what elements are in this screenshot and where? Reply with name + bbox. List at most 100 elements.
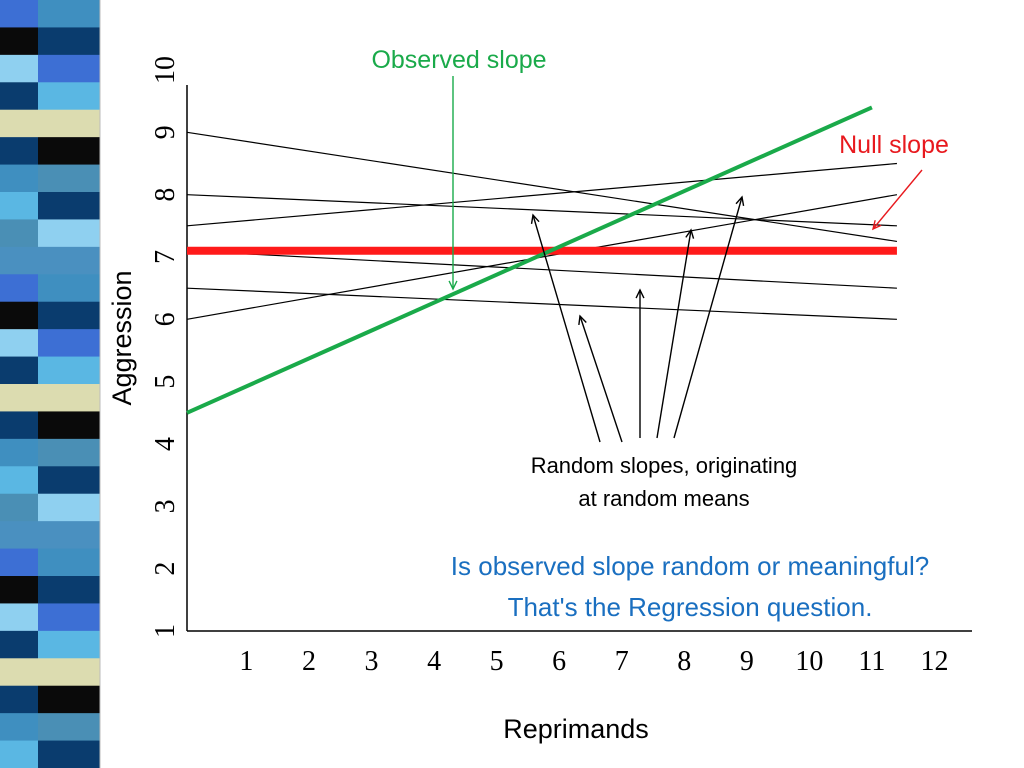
strip-block	[38, 603, 100, 632]
y-tick-label: 9	[150, 125, 181, 139]
x-tick-label: 2	[302, 646, 316, 677]
strip-block	[38, 630, 100, 660]
chart-axes	[186, 85, 972, 632]
strip-block	[38, 54, 100, 84]
random-slope-arrow-head	[635, 288, 645, 299]
x-tick-label: 9	[740, 646, 754, 677]
random-slope-line	[186, 131, 898, 243]
strip-block	[0, 82, 38, 111]
x-tick-label: 3	[365, 646, 379, 677]
strip-block	[38, 82, 100, 111]
strip-block	[38, 0, 100, 29]
x-tick-label: 6	[552, 646, 566, 677]
strip-block	[0, 109, 38, 139]
x-tick-label: 1	[239, 646, 253, 677]
x-tick-label: 11	[858, 646, 885, 677]
random-slopes-label-line2: at random means	[578, 486, 749, 511]
strip-block	[38, 548, 100, 577]
strip-block	[0, 685, 38, 715]
observed-slope-label: Observed slope	[371, 46, 546, 74]
strip-block	[38, 411, 100, 440]
strip-block	[0, 713, 38, 742]
x-tick-label: 7	[615, 646, 629, 677]
strip-block	[38, 164, 100, 193]
strip-block	[0, 603, 38, 632]
strip-block	[38, 466, 100, 495]
strip-block	[0, 740, 38, 768]
question-line1: Is observed slope random or meaningful?	[451, 551, 929, 581]
strip-block	[0, 356, 38, 385]
strip-block	[0, 438, 38, 468]
strip-block	[38, 301, 100, 331]
strip-block	[0, 27, 38, 56]
strip-block	[38, 246, 100, 276]
x-tick-label: 4	[427, 646, 441, 677]
random-slope-arrow-head	[530, 213, 540, 224]
y-tick-label: 6	[150, 312, 181, 326]
random-slope-line	[186, 194, 898, 320]
strip-block	[0, 411, 38, 440]
strip-block	[38, 329, 100, 358]
strip-block	[38, 740, 100, 768]
random-slope-line	[186, 194, 897, 227]
strip-block	[38, 384, 100, 413]
strip-block	[38, 219, 100, 248]
y-tick-label: 3	[150, 499, 181, 513]
random-slope-line	[186, 250, 897, 289]
series-layer	[186, 105, 898, 415]
strip-block	[0, 246, 38, 276]
strip-block	[0, 466, 38, 495]
y-tick-label: 1	[150, 624, 181, 638]
strip-block	[0, 137, 38, 166]
strip-block	[38, 658, 100, 687]
null-slope-arrow-head	[871, 220, 882, 231]
strip-block	[38, 576, 100, 605]
strip-block	[0, 0, 38, 29]
random-slope-line	[186, 162, 897, 227]
null-slope-label: Null slope	[839, 131, 949, 159]
strip-block	[0, 274, 38, 303]
strip-block	[0, 576, 38, 605]
strip-gap	[100, 0, 120, 768]
random-slope-arrow-head	[578, 314, 587, 326]
strip-block	[0, 164, 38, 193]
strip-block	[38, 356, 100, 385]
strip-block	[0, 630, 38, 660]
strip-block	[0, 301, 38, 331]
random-slopes-label-line1: Random slopes, originating	[531, 453, 798, 478]
strip-block	[38, 521, 100, 550]
observed-slope-line	[186, 105, 873, 415]
strip-block	[38, 493, 100, 523]
random-slope-arrow	[579, 315, 623, 443]
random-slope-arrow	[656, 229, 692, 439]
observed-slope-arrow-head	[448, 280, 458, 291]
strip-block	[0, 54, 38, 84]
x-tick-label: 10	[795, 646, 823, 677]
random-slope-arrow	[673, 196, 743, 439]
strip-block	[38, 27, 100, 56]
random-slope-line	[186, 287, 897, 320]
y-tick-label: 10	[150, 56, 181, 84]
strip-block	[38, 274, 100, 303]
strip-block	[0, 192, 38, 221]
strip-block	[38, 192, 100, 221]
y-tick-label: 7	[150, 250, 181, 264]
x-tick-label: 12	[920, 646, 948, 677]
x-tick-label: 8	[677, 646, 691, 677]
y-axis-label: Aggression	[107, 270, 137, 405]
strip-block	[0, 658, 38, 687]
strip-block	[38, 109, 100, 139]
strip-block	[0, 521, 38, 550]
strip-block	[0, 548, 38, 577]
strip-block	[0, 384, 38, 413]
random-slope-arrow-head	[685, 228, 695, 239]
annotation-arrows	[448, 76, 923, 443]
random-slope-arrow-head	[735, 195, 745, 206]
random-slope-arrow	[532, 214, 601, 443]
strip-block	[0, 493, 38, 523]
x-tick-label: 5	[490, 646, 504, 677]
strip-block	[0, 219, 38, 248]
y-tick-label: 2	[150, 562, 181, 576]
